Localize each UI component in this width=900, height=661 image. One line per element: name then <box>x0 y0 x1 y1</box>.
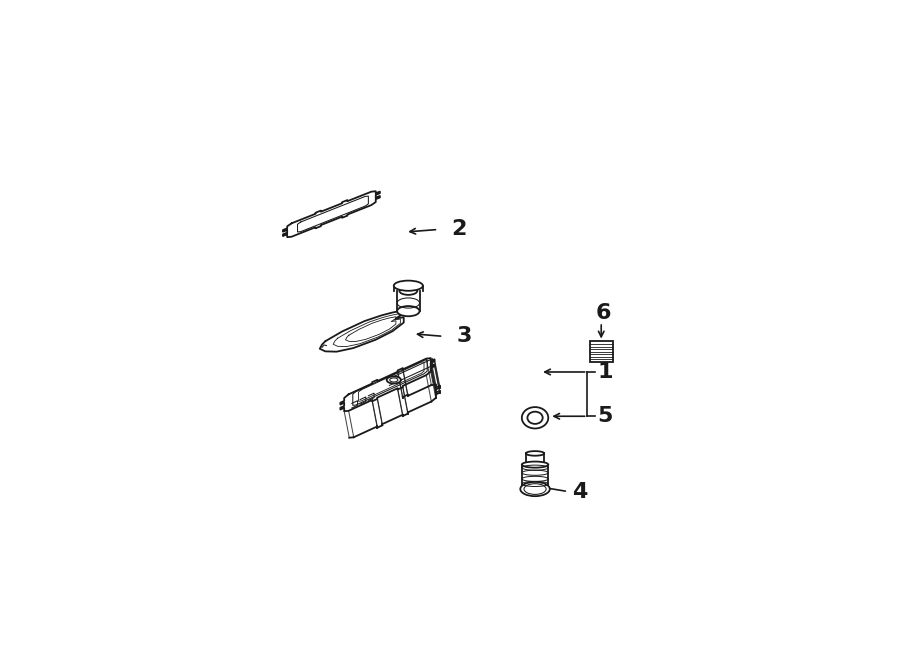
Text: 6: 6 <box>596 303 611 323</box>
Text: 2: 2 <box>451 219 466 239</box>
Polygon shape <box>590 342 613 362</box>
Ellipse shape <box>520 482 550 496</box>
Ellipse shape <box>394 281 423 291</box>
Text: 1: 1 <box>598 362 613 382</box>
Ellipse shape <box>522 461 548 468</box>
Ellipse shape <box>397 306 419 316</box>
Ellipse shape <box>526 451 544 455</box>
Ellipse shape <box>522 407 548 428</box>
Text: 3: 3 <box>456 327 472 346</box>
Text: 5: 5 <box>598 407 613 426</box>
Ellipse shape <box>390 378 398 382</box>
Ellipse shape <box>527 412 543 424</box>
Text: 4: 4 <box>572 482 588 502</box>
Ellipse shape <box>524 484 546 494</box>
Ellipse shape <box>400 287 418 295</box>
Ellipse shape <box>387 376 400 383</box>
